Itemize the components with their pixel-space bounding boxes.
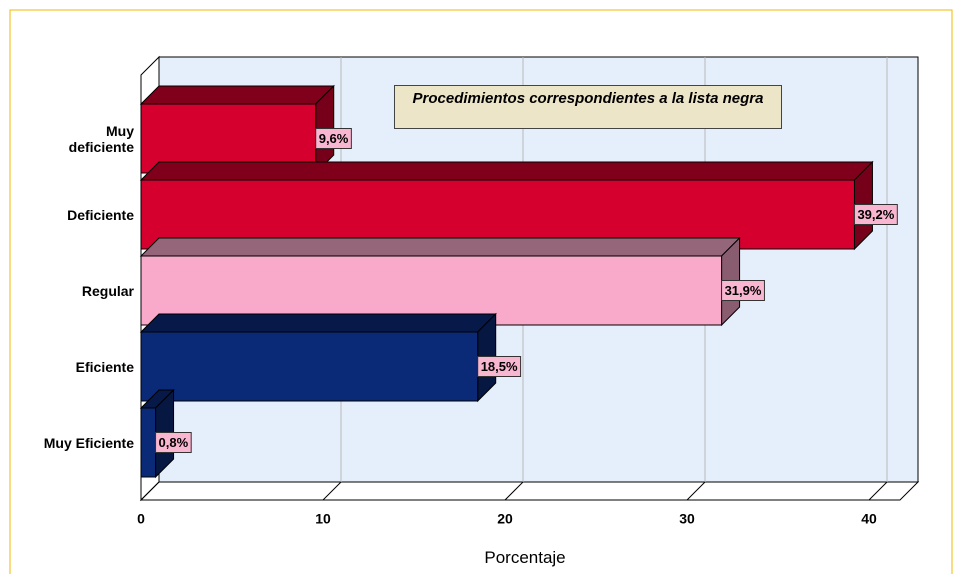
x-tick bbox=[140, 481, 160, 501]
y-tick-label: Muy deficiente bbox=[68, 122, 134, 155]
value-label: 31,9% bbox=[725, 283, 762, 298]
value-label: 9,6% bbox=[319, 131, 349, 146]
value-label-box bbox=[853, 204, 898, 225]
value-label-box bbox=[477, 356, 522, 377]
value-label-box bbox=[155, 432, 192, 453]
x-tick-label: 10 bbox=[315, 511, 331, 527]
x-axis-label: Porcentaje bbox=[484, 548, 566, 567]
value-label: 39,2% bbox=[857, 207, 894, 222]
x-tick bbox=[322, 481, 342, 501]
bar-top bbox=[139, 85, 335, 105]
bar-front bbox=[140, 331, 479, 402]
bar bbox=[139, 312, 497, 403]
value-label: 18,5% bbox=[481, 359, 518, 374]
bar-top bbox=[139, 161, 874, 181]
bar-top bbox=[139, 237, 741, 257]
chart-title: Procedimientos correspondientes a la lis… bbox=[394, 85, 782, 129]
x-tick-label: 30 bbox=[679, 511, 695, 527]
y-tick-label: Regular bbox=[81, 282, 134, 299]
bar-top bbox=[139, 313, 497, 333]
x-tick bbox=[504, 481, 524, 501]
bar bbox=[139, 236, 741, 327]
bar-front bbox=[140, 407, 157, 478]
value-label-box bbox=[315, 128, 352, 149]
y-tick-label: Muy Eficiente bbox=[43, 434, 134, 451]
floor bbox=[139, 481, 920, 501]
y-tick-label: Deficiente bbox=[67, 206, 134, 223]
value-label: 0,8% bbox=[159, 435, 189, 450]
bar bbox=[139, 160, 874, 251]
x-tick-label: 40 bbox=[861, 511, 877, 527]
x-tick-label: 0 bbox=[137, 511, 145, 527]
x-tick-label: 20 bbox=[497, 511, 513, 527]
value-label-box bbox=[721, 280, 765, 301]
bar bbox=[139, 84, 335, 175]
y-tick-label: Eficiente bbox=[75, 358, 134, 375]
x-tick bbox=[686, 481, 706, 501]
x-tick bbox=[868, 481, 888, 501]
page-frame bbox=[9, 9, 953, 574]
